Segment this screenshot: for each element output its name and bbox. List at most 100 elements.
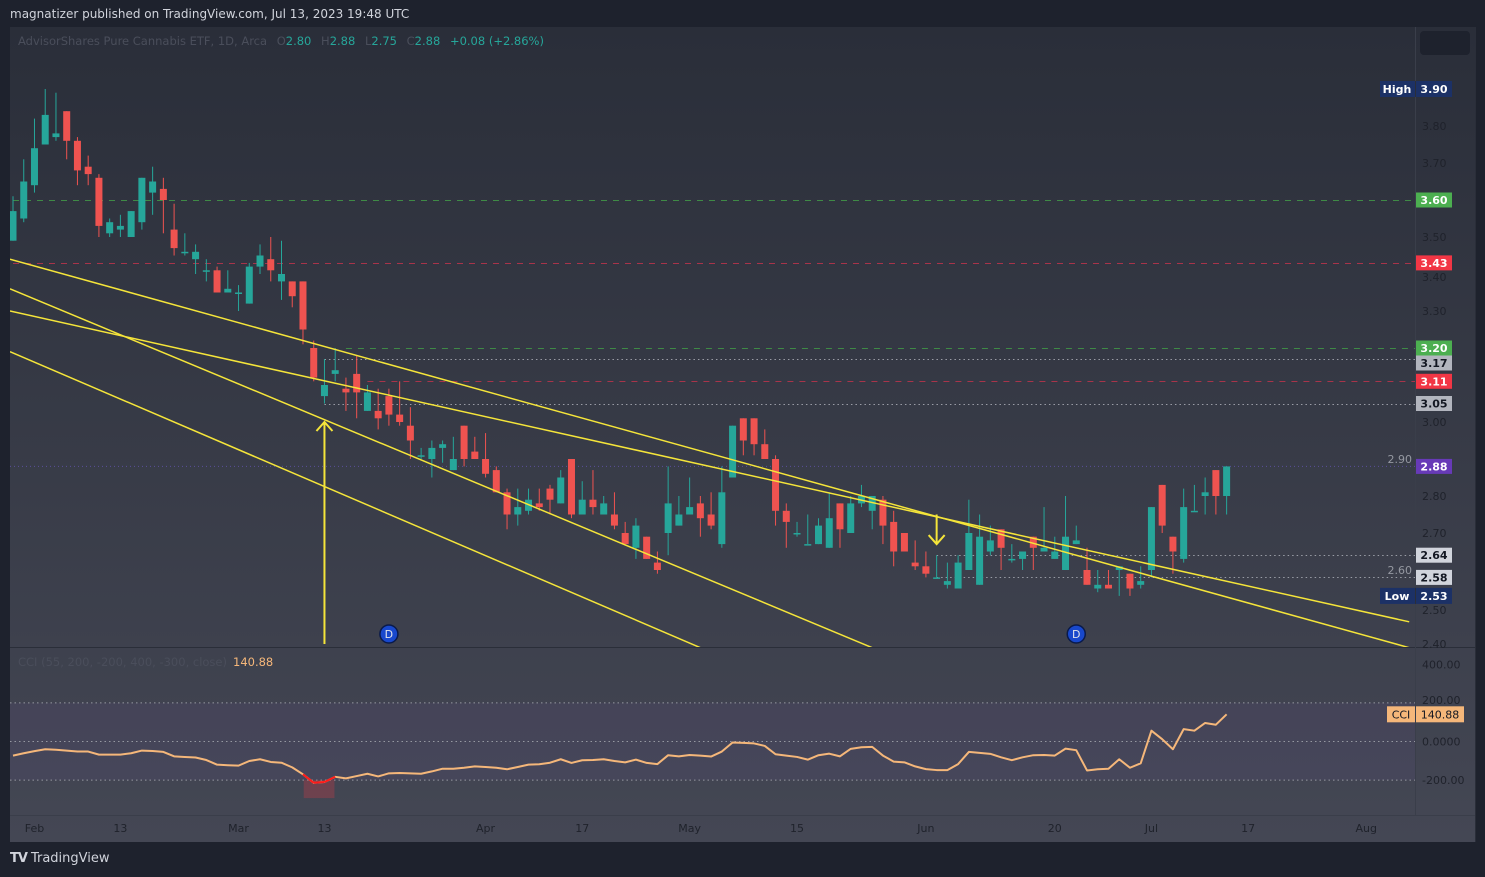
- cci-oversold-segment: [302, 773, 315, 784]
- candle-body: [449, 459, 457, 471]
- candle-body: [739, 418, 747, 441]
- time-tick-label: 13: [317, 822, 331, 835]
- time-tick-label: 17: [1241, 822, 1255, 835]
- dividend-circle: [1066, 624, 1087, 644]
- candle: [782, 503, 790, 548]
- candle: [492, 466, 500, 493]
- candle-body: [1094, 584, 1102, 589]
- candle-body: [159, 188, 167, 200]
- candle-body: [471, 451, 479, 459]
- level-price-label-text: 3.17: [1420, 357, 1447, 370]
- close-label: C: [406, 34, 415, 48]
- candle-body: [396, 414, 404, 422]
- candle-body: [149, 181, 157, 193]
- candle: [235, 285, 243, 311]
- candle-body: [1190, 510, 1198, 513]
- candle-body: [267, 259, 275, 271]
- candle: [664, 466, 672, 556]
- dividend-label: D: [385, 628, 393, 641]
- candle: [825, 492, 833, 548]
- candle-body: [342, 388, 350, 393]
- candle: [643, 536, 651, 559]
- candle-body: [492, 470, 500, 493]
- candle-body: [815, 525, 822, 545]
- candle-body: [417, 455, 425, 457]
- candle: [245, 262, 253, 304]
- candle-body: [1126, 573, 1134, 589]
- candle-body: [514, 507, 522, 515]
- candle: [1062, 496, 1070, 570]
- candle-body: [353, 373, 361, 393]
- candle-body: [761, 444, 769, 459]
- candle-body: [278, 274, 285, 282]
- candle: [73, 137, 81, 186]
- candle-body: [836, 503, 844, 530]
- candle-body: [482, 459, 490, 474]
- candle: [95, 174, 103, 237]
- candle: [868, 496, 876, 530]
- candle: [546, 484, 554, 515]
- cci-tick-label: -200.00: [1422, 774, 1464, 787]
- candle-body: [1223, 466, 1231, 496]
- candle: [10, 196, 17, 241]
- candle: [417, 447, 425, 459]
- marker-label: Low: [1385, 590, 1410, 603]
- candle: [911, 540, 919, 570]
- candle: [30, 118, 38, 193]
- candle: [836, 503, 844, 548]
- candle-body: [1019, 551, 1027, 559]
- arrow-down-icon: [927, 514, 946, 546]
- level-price-label-bg: [1416, 396, 1452, 411]
- candle: [890, 510, 898, 567]
- candle: [632, 518, 640, 559]
- time-tick-label: 13: [113, 822, 127, 835]
- candle: [1201, 477, 1209, 515]
- candle-body: [213, 270, 221, 293]
- candle: [718, 466, 726, 548]
- candle: [170, 203, 178, 256]
- candle: [116, 214, 124, 237]
- candle: [106, 218, 114, 237]
- last-price-label-bg: [1416, 458, 1452, 474]
- time-tick-label: Jun: [916, 822, 934, 835]
- level-price-label-bg: [1416, 255, 1452, 271]
- candle: [653, 551, 661, 574]
- chart-toolbar-box[interactable]: [1420, 31, 1470, 55]
- candle: [331, 348, 339, 382]
- dividend-marker: D: [1066, 624, 1087, 644]
- candle-body: [976, 536, 984, 585]
- candle: [1051, 536, 1059, 559]
- top-bar: magnatizer published on TradingView.com,…: [0, 0, 1485, 27]
- time-tick-label: Jul: [1144, 822, 1158, 835]
- tradingview-logo-icon: TV: [10, 851, 28, 866]
- price-tick-label: 2.50: [1422, 604, 1447, 617]
- candle-body: [696, 503, 704, 519]
- time-tick-label: Mar: [228, 822, 249, 835]
- candle-body: [922, 566, 930, 574]
- candle: [52, 92, 60, 141]
- open-label: O: [276, 34, 286, 48]
- candle-body: [1201, 492, 1209, 496]
- candle: [707, 492, 715, 530]
- cci-tick-label: 200.00: [1422, 694, 1461, 707]
- time-tick-label: Apr: [476, 822, 496, 835]
- candle: [954, 555, 962, 589]
- candle: [750, 418, 758, 456]
- level-price-label-text: 3.43: [1420, 257, 1447, 270]
- candle: [439, 440, 447, 463]
- candle-body: [235, 292, 243, 294]
- candle: [535, 488, 543, 511]
- candle-body: [245, 266, 253, 304]
- candle-body: [1104, 584, 1112, 589]
- cci-last-label: CCI 140.88: [1387, 706, 1464, 723]
- candle: [1104, 570, 1112, 589]
- candle-body: [718, 492, 726, 545]
- candle: [310, 340, 318, 382]
- candle: [149, 166, 157, 215]
- price-pane: [10, 89, 1415, 647]
- tradingview-footer[interactable]: TV TradingView: [10, 851, 109, 866]
- trendline: [10, 310, 1410, 623]
- marker-value: 3.90: [1420, 83, 1447, 96]
- dividend-label: D: [1072, 628, 1080, 641]
